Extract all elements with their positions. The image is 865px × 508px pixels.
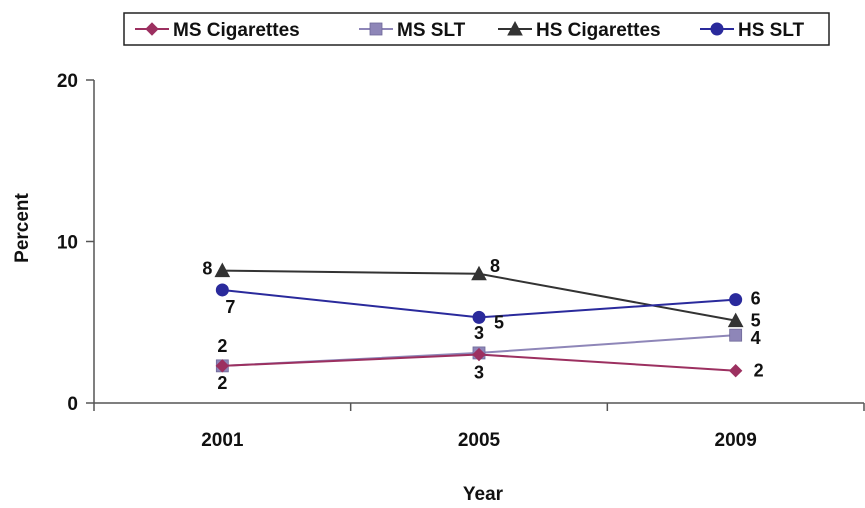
data-point-marker — [729, 328, 743, 342]
x-axis-title: Year — [463, 484, 504, 505]
data-label: 5 — [494, 312, 504, 332]
y-tick-label: 0 — [67, 394, 78, 415]
data-label: 8 — [202, 259, 212, 279]
legend-label: MS SLT — [397, 20, 466, 41]
data-label: 2 — [217, 373, 227, 393]
data-label: 7 — [225, 297, 235, 317]
axes: 0 10 20 2001 2005 2009 — [57, 71, 865, 451]
data-label: 2 — [754, 361, 764, 381]
data-label: 6 — [751, 289, 761, 309]
legend-label: MS Cigarettes — [173, 20, 300, 41]
legend: MS Cigarettes MS SLT HS Cigarettes HS SLT — [123, 12, 830, 46]
x-tick-label: 2009 — [715, 430, 757, 451]
data-point-marker — [215, 283, 229, 297]
data-label: 3 — [474, 363, 484, 383]
y-tick-label: 20 — [57, 71, 78, 92]
x-tick-label: 2005 — [458, 430, 501, 451]
data-point-marker — [214, 262, 231, 278]
legend-marker — [369, 22, 383, 36]
legend-entry: MS Cigarettes — [135, 20, 300, 41]
y-tick-label: 10 — [57, 233, 78, 254]
data-point-marker — [729, 293, 743, 307]
data-label: 8 — [490, 256, 500, 276]
y-axis-title: Percent — [12, 192, 33, 262]
legend-marker — [710, 22, 724, 36]
series-ms-cigarettes — [215, 347, 743, 378]
data-point-marker — [728, 363, 743, 378]
data-point-marker — [472, 347, 486, 362]
data-label: 2 — [217, 336, 227, 356]
legend-entry: HS Cigarettes — [498, 20, 661, 41]
legend-label: HS SLT — [738, 20, 805, 41]
data-point-marker — [727, 312, 744, 328]
data-point-marker — [215, 359, 230, 373]
data-label: 4 — [751, 328, 761, 348]
x-tick-label: 2001 — [201, 430, 244, 451]
legend-entry: HS SLT — [700, 20, 805, 41]
legend-entry: MS SLT — [359, 20, 466, 41]
legend-label: HS Cigarettes — [536, 20, 661, 41]
legend-marker — [145, 22, 159, 36]
data-label: 3 — [474, 323, 484, 343]
legend-marker — [507, 20, 523, 36]
series-layer — [214, 262, 744, 378]
data-label: 5 — [751, 311, 761, 331]
data-point-marker — [472, 310, 486, 324]
data-point-marker — [471, 265, 487, 281]
series-hs-slt — [215, 283, 743, 324]
